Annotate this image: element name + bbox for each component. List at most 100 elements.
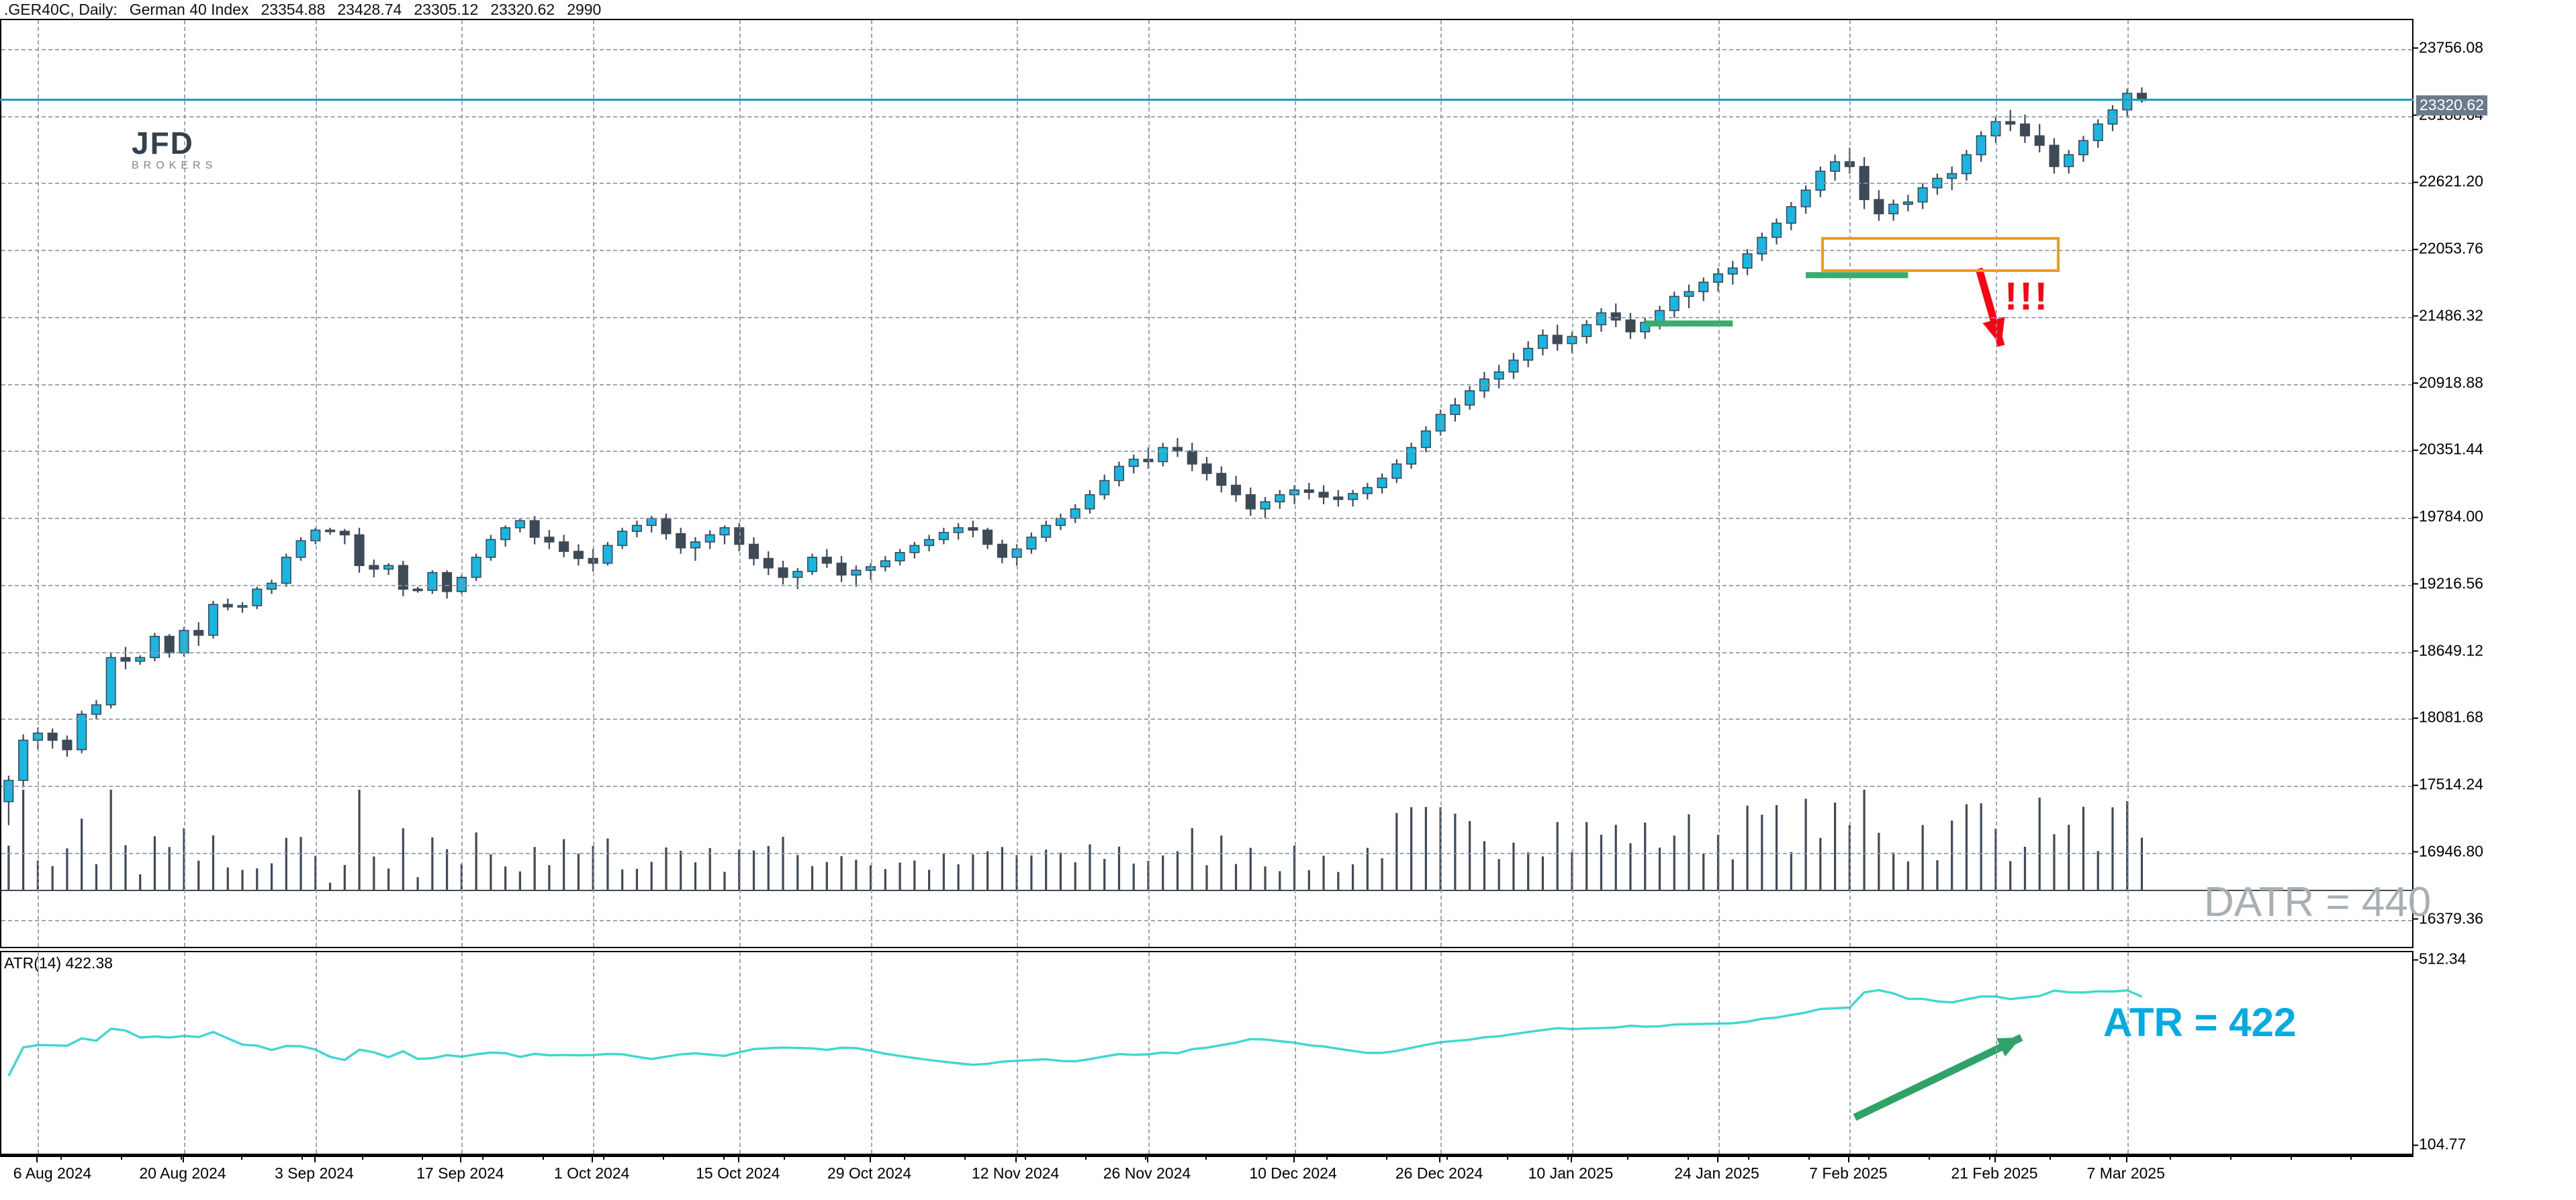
x-axis-label: 7 Feb 2025 (1809, 1164, 1888, 1182)
candle-body (1026, 537, 1037, 550)
x-axis-tick (36, 1155, 38, 1162)
vertical-gridline (1995, 20, 1997, 947)
candle-body (281, 557, 291, 584)
x-axis-minor-tick (60, 1155, 62, 1160)
candle-body (1625, 319, 1636, 332)
candle-body (1552, 334, 1563, 344)
x-axis-label: 15 Oct 2024 (696, 1164, 780, 1182)
atr-indicator-label: ATR(14) 422.38 (4, 954, 113, 972)
candle-body (91, 704, 101, 715)
atr-indicator-line (7, 988, 2143, 1076)
candle-body (1318, 492, 1329, 498)
atr-axis-tick: 104.77 (2413, 1135, 2467, 1153)
candle-body (295, 540, 306, 558)
vertical-gridline (870, 20, 872, 947)
candle-body (339, 530, 350, 536)
x-axis-tick (1439, 1155, 1441, 1162)
x-axis-minor-tick (302, 1155, 303, 1160)
atr-trend-arrow-head (1996, 1037, 2021, 1057)
candle-body (2092, 123, 2103, 142)
candle-body (1245, 494, 1256, 510)
candle-body (676, 533, 686, 549)
price-axis-tick: 20918.88 (2413, 373, 2483, 391)
candle-body (559, 541, 569, 552)
candle-body (266, 582, 277, 590)
x-axis-label: 26 Nov 2024 (1103, 1164, 1191, 1182)
horizontal-gridline (1, 584, 2412, 586)
vertical-gridline (739, 20, 741, 947)
x-axis-minor-tick (241, 1155, 242, 1160)
candle-body (383, 565, 394, 570)
x-axis-label: 26 Dec 2024 (1395, 1164, 1483, 1182)
x-axis-minor-tick (1507, 1155, 1508, 1160)
candle-body (1961, 154, 1972, 175)
x-axis-minor-tick (603, 1155, 604, 1160)
candle-body (3, 780, 14, 802)
instrument-label: German 40 Index (129, 0, 249, 18)
candle-body (18, 739, 29, 781)
vertical-gridline (315, 952, 317, 1154)
candle-body (792, 571, 803, 578)
candle-body (1917, 187, 1928, 203)
candle-body (2049, 144, 2060, 167)
vertical-gridline (1571, 952, 1573, 1154)
x-axis-label: 12 Nov 2024 (971, 1164, 1060, 1182)
vertical-gridline (870, 952, 872, 1154)
x-axis-tick (592, 1155, 594, 1162)
candle-body (1830, 161, 1841, 172)
x-axis-label: 17 Sep 2024 (416, 1164, 504, 1182)
volume-value: 2990 (567, 0, 602, 18)
horizontal-gridline (1, 518, 2412, 520)
vertical-gridline (1148, 952, 1150, 1154)
chart-header: .GER40C, Daily: German 40 Index 23354.88… (0, 0, 2576, 19)
price-axis-tick: 21486.32 (2413, 306, 2483, 324)
x-axis-minor-tick (1868, 1155, 1870, 1160)
candle-body (471, 557, 481, 578)
candle-body (237, 605, 248, 608)
candle-body (982, 529, 993, 545)
x-axis-tick (1994, 1155, 1996, 1162)
vertical-gridline (1148, 20, 1150, 947)
candle-body (1216, 473, 1227, 486)
candle-body (1230, 484, 1242, 496)
vertical-gridline (1718, 952, 1720, 1154)
warning-arrow-shaft (1975, 267, 2005, 347)
candle-body (704, 534, 715, 543)
candle-body (1303, 489, 1314, 493)
candle-body (486, 539, 496, 558)
atr-indicator-pane[interactable] (0, 951, 2413, 1155)
x-axis-minor-tick (2350, 1155, 2352, 1160)
price-axis-tick: 16379.36 (2413, 909, 2483, 927)
x-axis-label: 10 Jan 2025 (1528, 1164, 1614, 1182)
x-axis-minor-tick (2291, 1155, 2292, 1160)
x-axis-minor-tick (121, 1155, 122, 1160)
candle-body (2019, 123, 2030, 137)
x-axis-minor-tick (2170, 1155, 2171, 1160)
x-axis-minor-tick (1266, 1155, 1267, 1160)
candle-body (631, 524, 642, 532)
vertical-gridline (2127, 952, 2129, 1154)
price-axis-tick: 23756.08 (2413, 38, 2483, 56)
candle-body (1947, 173, 1958, 179)
x-axis-minor-tick (482, 1155, 484, 1160)
x-axis-minor-tick (784, 1155, 785, 1160)
vertical-gridline (1294, 20, 1296, 947)
candle-body (690, 541, 701, 549)
vertical-gridline (461, 20, 463, 947)
candle-body (252, 588, 263, 606)
candle-body (2078, 140, 2088, 156)
vertical-gridline (183, 20, 185, 947)
x-axis-minor-tick (362, 1155, 363, 1160)
vertical-gridline (38, 20, 40, 947)
vertical-gridline (38, 952, 40, 1154)
candle-body (544, 537, 555, 543)
horizontal-gridline (1, 919, 2412, 921)
candle-body (412, 588, 423, 592)
price-chart-pane[interactable] (0, 19, 2413, 948)
candle-body (529, 520, 540, 538)
candle-body (149, 635, 160, 659)
vertical-gridline (1849, 20, 1851, 947)
candle-body (1742, 253, 1753, 269)
candle-body (1158, 447, 1168, 463)
vertical-gridline (1571, 20, 1573, 947)
